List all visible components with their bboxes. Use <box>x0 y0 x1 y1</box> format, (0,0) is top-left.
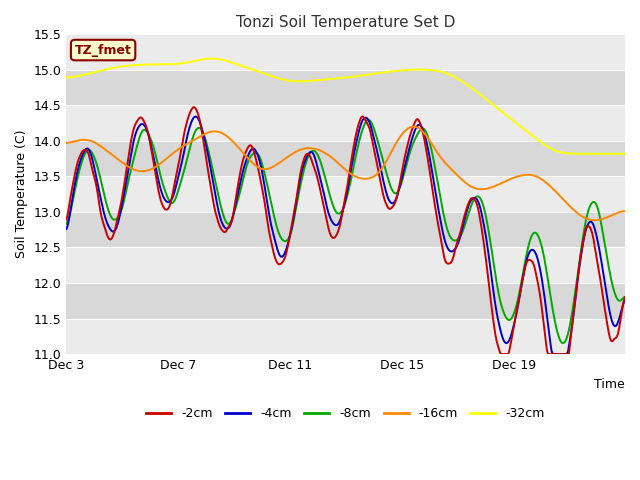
Bar <box>67 176 625 212</box>
Legend: -2cm, -4cm, -8cm, -16cm, -32cm: -2cm, -4cm, -8cm, -16cm, -32cm <box>141 402 550 425</box>
Bar <box>67 141 625 176</box>
Title: Tonzi Soil Temperature Set D: Tonzi Soil Temperature Set D <box>236 15 455 30</box>
Bar <box>67 105 625 141</box>
Bar <box>67 212 625 247</box>
Bar <box>67 247 625 283</box>
Bar <box>67 283 625 319</box>
X-axis label: Time: Time <box>595 377 625 391</box>
Bar <box>67 319 625 354</box>
Text: TZ_fmet: TZ_fmet <box>75 44 132 57</box>
Bar <box>67 70 625 105</box>
Y-axis label: Soil Temperature (C): Soil Temperature (C) <box>15 130 28 258</box>
Bar <box>67 34 625 70</box>
